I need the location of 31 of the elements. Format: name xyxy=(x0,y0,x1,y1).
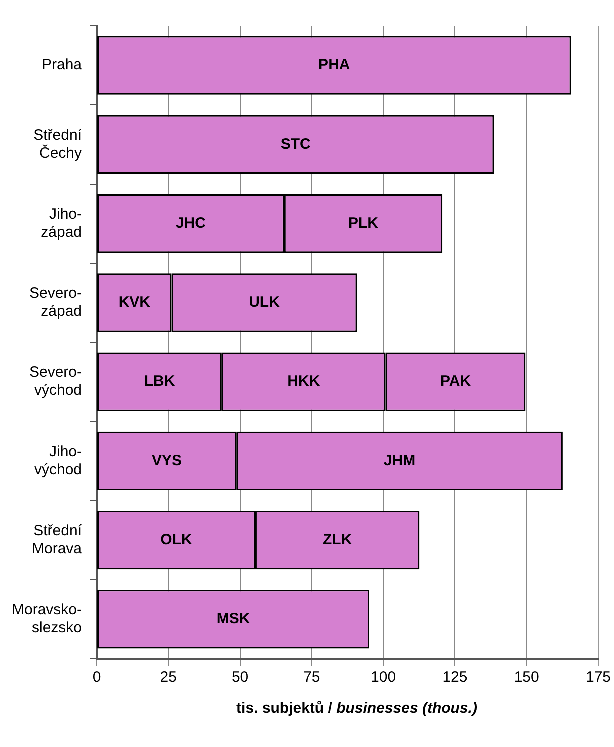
data-label: KVK xyxy=(118,294,151,312)
y-tick-label: Jiho- východ xyxy=(34,443,82,478)
x-tick-label: 125 xyxy=(442,669,468,686)
data-label: VYS xyxy=(152,452,182,470)
data-label: JHC xyxy=(176,214,206,232)
x-tick-label: 150 xyxy=(514,669,540,686)
y-tick-label: Jiho- západ xyxy=(41,206,82,241)
data-label: ZLK xyxy=(322,531,352,548)
data-label: PHA xyxy=(318,56,350,74)
y-tick-label: Severo- východ xyxy=(29,364,82,400)
data-label: PLK xyxy=(348,214,379,232)
y-tick-label: Střední Morava xyxy=(32,522,83,558)
y-tick-label: Střední Čechy xyxy=(34,126,83,162)
data-label: HKK xyxy=(288,373,320,390)
data-label: MSK xyxy=(216,610,250,628)
data-label: JHM xyxy=(384,452,416,470)
data-label: OLK xyxy=(160,531,192,548)
x-tick-label: 0 xyxy=(92,669,102,686)
x-axis-title: tis. subjektů / businesses (thous.) xyxy=(236,700,478,717)
x-tick-label: 175 xyxy=(586,669,611,686)
y-tick-label: Severo- západ xyxy=(29,285,82,320)
data-label: STC xyxy=(280,136,312,153)
data-label: ULK xyxy=(249,294,280,312)
y-tick-label: Praha xyxy=(42,56,83,74)
data-label: PAK xyxy=(440,373,472,390)
y-tick-label: Moravsko- slezsko xyxy=(12,602,82,637)
x-tick-label: 25 xyxy=(160,669,177,686)
data-label: LBK xyxy=(144,373,176,390)
x-tick-label: 50 xyxy=(232,669,249,686)
x-tick-label: 75 xyxy=(304,669,320,686)
x-tick-label: 100 xyxy=(371,669,396,686)
